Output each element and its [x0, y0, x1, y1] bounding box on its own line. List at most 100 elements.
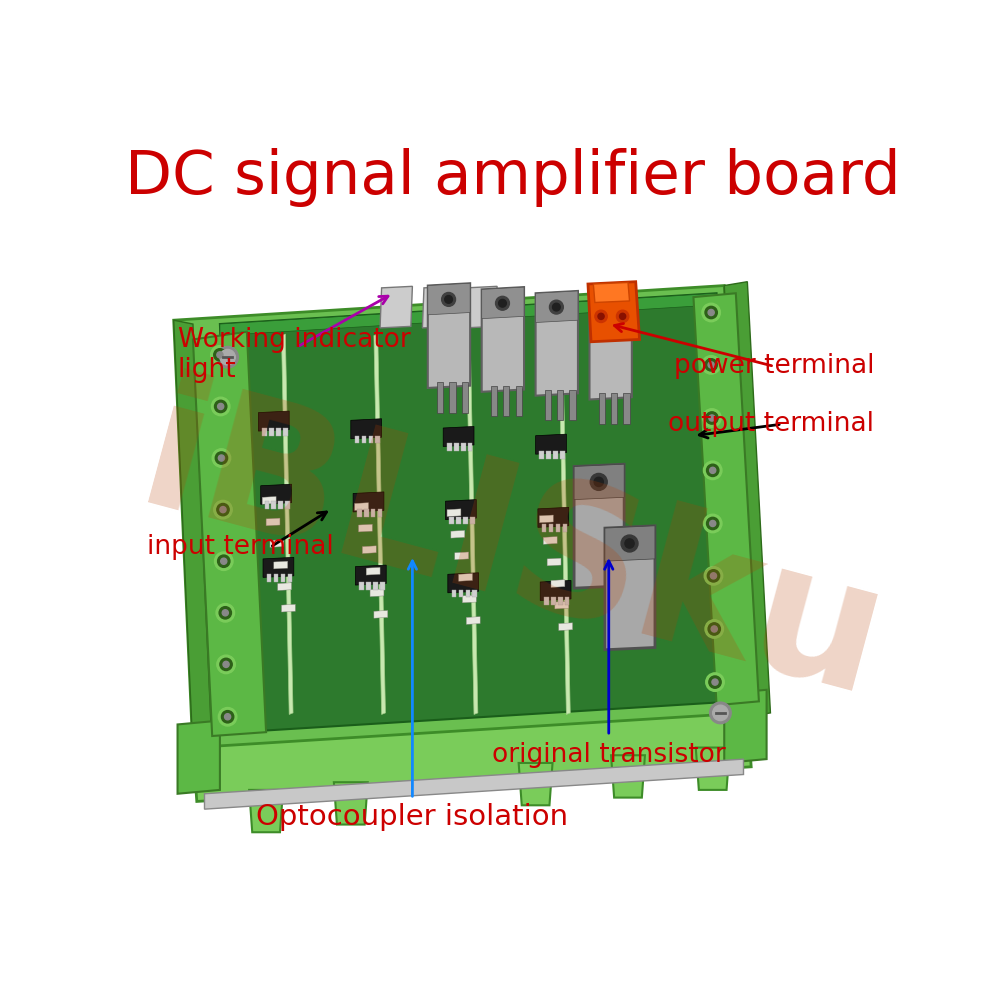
Circle shape [710, 520, 716, 527]
Polygon shape [588, 282, 640, 342]
Polygon shape [590, 295, 632, 400]
Polygon shape [220, 293, 736, 732]
Circle shape [606, 307, 614, 315]
Polygon shape [355, 503, 369, 510]
Polygon shape [472, 590, 477, 597]
Polygon shape [428, 283, 470, 388]
Polygon shape [282, 604, 295, 612]
Polygon shape [261, 484, 292, 504]
Circle shape [704, 567, 723, 585]
Circle shape [710, 573, 717, 579]
Polygon shape [369, 436, 373, 443]
Circle shape [217, 503, 229, 516]
Circle shape [496, 296, 509, 310]
Circle shape [214, 500, 232, 519]
Polygon shape [503, 386, 509, 416]
Polygon shape [519, 763, 553, 805]
Polygon shape [446, 500, 476, 520]
Polygon shape [370, 589, 384, 597]
Polygon shape [451, 530, 465, 538]
Circle shape [710, 702, 731, 724]
Polygon shape [544, 597, 549, 605]
Polygon shape [205, 759, 744, 809]
Polygon shape [271, 501, 276, 509]
Circle shape [709, 415, 715, 421]
Polygon shape [366, 567, 380, 575]
Circle shape [703, 461, 722, 480]
Polygon shape [574, 464, 624, 500]
Polygon shape [463, 517, 468, 524]
Circle shape [215, 552, 233, 570]
Polygon shape [380, 582, 385, 590]
Polygon shape [599, 393, 605, 424]
Polygon shape [693, 293, 759, 705]
Polygon shape [482, 287, 524, 319]
Circle shape [217, 655, 235, 674]
Polygon shape [551, 580, 565, 587]
Circle shape [215, 452, 228, 464]
Polygon shape [491, 386, 497, 416]
Polygon shape [482, 287, 524, 392]
Circle shape [705, 620, 723, 638]
Circle shape [595, 310, 607, 323]
Polygon shape [543, 537, 557, 544]
Circle shape [220, 658, 232, 671]
Polygon shape [466, 334, 478, 714]
Circle shape [711, 626, 717, 632]
Polygon shape [357, 509, 362, 517]
Polygon shape [283, 428, 288, 436]
Polygon shape [359, 582, 364, 590]
Polygon shape [278, 583, 292, 590]
Circle shape [713, 705, 728, 721]
Polygon shape [362, 546, 376, 554]
Polygon shape [605, 526, 655, 561]
Polygon shape [362, 436, 366, 443]
Circle shape [214, 349, 226, 361]
Circle shape [215, 400, 227, 413]
Circle shape [708, 362, 714, 368]
Circle shape [220, 349, 235, 365]
Polygon shape [263, 557, 294, 577]
Circle shape [221, 558, 227, 564]
Polygon shape [563, 524, 567, 532]
Circle shape [708, 623, 720, 635]
Circle shape [218, 555, 230, 567]
Text: iBLISku: iBLISku [123, 368, 902, 735]
Polygon shape [466, 590, 470, 597]
Polygon shape [724, 282, 770, 717]
Polygon shape [454, 443, 459, 451]
Polygon shape [547, 558, 561, 566]
Polygon shape [285, 501, 290, 509]
Circle shape [620, 313, 626, 319]
Circle shape [703, 514, 722, 533]
Polygon shape [374, 610, 388, 618]
Polygon shape [374, 334, 385, 714]
Polygon shape [459, 574, 472, 581]
Polygon shape [516, 386, 522, 416]
Circle shape [211, 346, 229, 364]
Polygon shape [456, 517, 461, 524]
Circle shape [220, 507, 226, 513]
Polygon shape [538, 507, 569, 527]
Polygon shape [466, 617, 480, 624]
Circle shape [225, 714, 231, 720]
Circle shape [211, 397, 230, 416]
Polygon shape [465, 286, 497, 328]
Polygon shape [455, 552, 469, 560]
Polygon shape [278, 501, 283, 509]
Polygon shape [461, 443, 466, 451]
Polygon shape [553, 451, 558, 459]
Polygon shape [174, 286, 747, 751]
Polygon shape [447, 509, 461, 517]
Polygon shape [611, 755, 645, 798]
Polygon shape [565, 597, 569, 605]
Polygon shape [447, 443, 452, 451]
Polygon shape [545, 389, 551, 420]
Circle shape [223, 661, 229, 667]
Polygon shape [249, 790, 283, 832]
Circle shape [706, 412, 718, 424]
Polygon shape [470, 517, 475, 524]
Circle shape [219, 607, 231, 619]
Polygon shape [262, 497, 276, 504]
Polygon shape [371, 509, 375, 517]
